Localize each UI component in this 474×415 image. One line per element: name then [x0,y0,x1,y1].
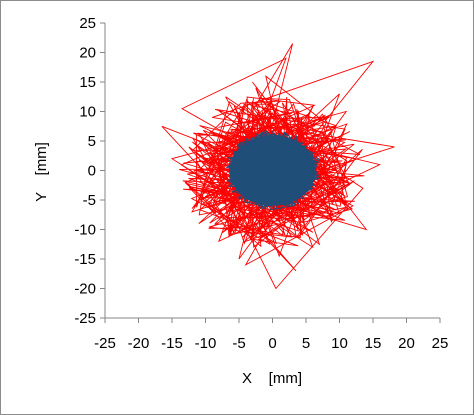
x-tick-label: 5 [302,335,310,352]
y-tick-label: 0 [88,163,96,180]
y-tick-label: -15 [74,251,96,268]
x-tick-label: -10 [195,335,217,352]
y-tick-label: 25 [79,15,96,32]
blue-cluster-path [225,129,321,211]
x-axis-title: X [mm] [242,370,302,387]
y-axis-ticks: 25 20 15 10 5 0 -5 -10 -15 -20 -25 [74,15,105,327]
y-tick-label: 20 [79,45,96,62]
y-tick-label: 5 [88,133,96,150]
x-tick-label: -15 [161,335,183,352]
x-tick-label: -25 [94,335,116,352]
x-tick-label: -20 [128,335,150,352]
x-tick-label: 0 [268,335,276,352]
y-tick-label: -5 [83,192,96,209]
y-tick-label: -25 [74,310,96,327]
series-blue-cluster [225,129,321,211]
x-tick-label: 25 [432,335,449,352]
y-axis-title: Y [mm] [33,142,50,202]
plot-area [104,23,440,319]
x-tick-label: -5 [232,335,245,352]
x-tick-label: 20 [398,335,415,352]
y-tick-label: -10 [74,222,96,239]
x-axis-ticks: -25 -20 -15 -10 -5 0 5 10 15 20 25 [94,318,448,352]
y-tick-label: 10 [79,104,96,121]
x-tick-label: 15 [365,335,382,352]
x-tick-label: 10 [331,335,348,352]
y-tick-label: 15 [79,74,96,91]
y-tick-label: -20 [74,281,96,298]
